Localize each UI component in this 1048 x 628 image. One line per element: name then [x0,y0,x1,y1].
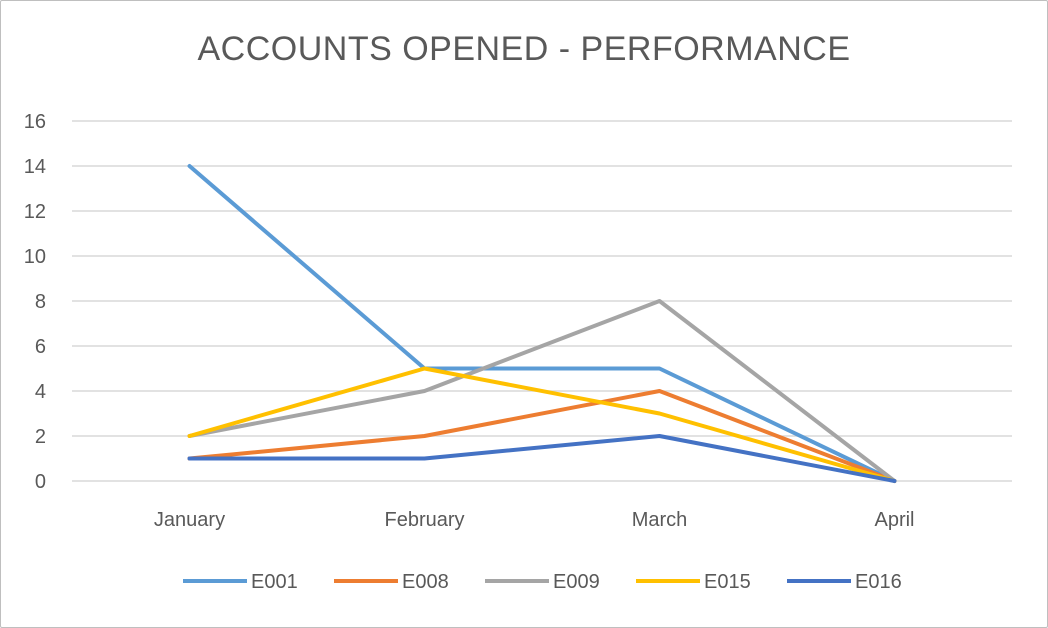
series-line-e016 [187,434,897,483]
legend-label-e008: E008 [402,571,449,593]
chart-title: ACCOUNTS OPENED - PERFORMANCE [197,30,851,68]
series-line-e008 [187,389,897,483]
y-tick-label: 8 [35,291,46,313]
y-tick-label: 10 [24,246,46,268]
series-line-e001 [187,164,897,483]
legend-label-e001: E001 [251,571,298,593]
y-tick-label: 16 [24,111,46,133]
x-tick-label: January [154,509,225,531]
x-tick-label: February [384,509,464,531]
series-line-e009 [187,299,897,483]
y-tick-label: 6 [35,336,46,358]
y-tick-label: 12 [24,201,46,223]
y-tick-label: 0 [35,471,46,493]
series-line-e015 [187,366,897,483]
x-tick-label: March [632,509,688,531]
legend-label-e016: E016 [855,571,902,593]
y-tick-label: 4 [35,381,46,403]
x-tick-label: April [874,509,914,531]
y-tick-label: 14 [24,156,46,178]
legend-label-e015: E015 [704,571,751,593]
y-tick-label: 2 [35,426,46,448]
legend-label-e009: E009 [553,571,600,593]
